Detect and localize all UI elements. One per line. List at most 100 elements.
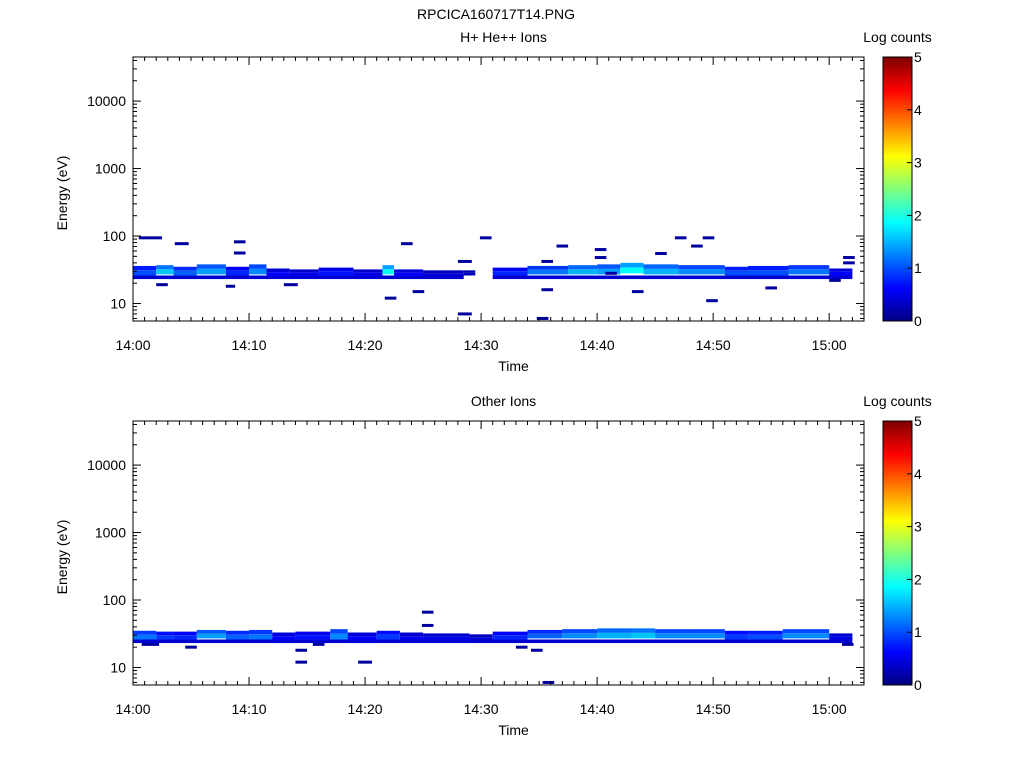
colorbar-tick-label: 3 [914,519,922,535]
colorbar: 0 1 2 3 4 5 Log counts [863,29,932,329]
heatmap-cell [655,633,690,639]
colorbar-segment [883,494,912,499]
colorbar-segment [883,265,912,269]
x-tick-label: 14:50 [696,701,731,717]
colorbar-segment [883,603,912,607]
colorbar-segment [883,523,912,528]
colorbar-segment [883,86,912,90]
heatmap-cell [266,272,290,277]
colorbar-segment [883,642,912,646]
colorbar-segment [883,270,912,274]
heatmap-cell [249,264,267,269]
heatmap-cell [382,265,395,270]
colorbar-segment [883,162,912,166]
colorbar-segment [883,107,912,111]
colorbar-segment [883,634,912,638]
heatmap-cell [412,290,425,294]
heatmap-cell [133,634,157,640]
colorbar-segment [883,291,912,296]
colorbar-segment [883,632,912,636]
colorbar-segment [883,455,912,459]
colorbar-segment [883,439,912,443]
colorbar-segment [883,249,912,253]
x-tick-label: 14:30 [464,701,499,717]
heatmap-cells [133,610,854,684]
colorbar-segment [883,481,912,485]
colorbar-segment [883,149,912,153]
colorbar-segment [883,186,912,190]
heatmap-cell [421,623,434,627]
heatmap-cell [829,271,853,276]
heatmap-cell [788,265,830,270]
colorbar-segment [883,313,912,317]
colorbar-segment [883,492,912,496]
heatmap-cell [469,637,493,641]
colorbar-segment [883,476,912,480]
heatmap-cell [133,630,157,635]
heatmap-cell [312,642,325,646]
colorbar-segment [883,138,912,142]
heatmap-cell [829,278,841,282]
heatmap-cell [568,265,598,270]
colorbar-segment [883,231,912,235]
colorbar-segment [883,624,912,628]
heatmap-band [492,275,853,280]
heatmap-cell [678,269,725,275]
heatmap-cell [562,629,598,634]
colorbar-segment [883,442,912,446]
colorbar-segment [883,223,912,227]
heatmap-cell [225,266,250,271]
colorbar-segment [883,157,912,161]
colorbar-segment [883,302,912,306]
y-tick-label: 1000 [95,525,126,541]
heatmap-cell [173,266,197,271]
heatmap-cell [330,629,348,634]
colorbar-segment [883,542,912,546]
heatmap-cell [747,270,789,276]
heatmap-cell [597,264,621,269]
colorbar-segment [883,101,912,106]
colorbar-segment [883,666,912,670]
panel-title: H+ He++ Ions [460,29,547,45]
heatmap-cell [702,236,715,240]
colorbar-segment [883,247,912,251]
colorbar-segment [883,212,912,216]
colorbar-segment [883,91,912,95]
x-tick-label: 14:20 [348,701,383,717]
heatmap-cell [318,271,354,276]
x-tick-label: 14:20 [348,337,383,353]
heatmap-band [133,275,464,280]
heatmap-cell [156,635,174,640]
heatmap-cell [706,299,718,303]
heatmap-cell [196,264,226,269]
colorbar-segment [883,436,912,440]
colorbar-segment [883,141,912,145]
y-axis-label: Energy (eV) [54,156,70,231]
heatmap-cell [249,629,273,635]
heatmap-cell [353,272,383,277]
colorbar-segment [883,505,912,509]
colorbar-segment [883,611,912,615]
colorbar-segment [883,619,912,623]
heatmap-cell [295,635,331,640]
heatmap-cell [527,269,569,275]
colorbar-segment [883,447,912,451]
colorbar-segment [883,80,912,84]
heatmap-cell [358,660,373,664]
heatmap-cell [295,648,308,652]
colorbar-frame [882,420,913,686]
y-axis: 10 100 1000 10000 [87,59,864,319]
heatmap-cell [318,267,354,272]
colorbar-segment [883,297,912,301]
x-tick-label: 14:40 [580,337,615,353]
colorbar-segment [883,637,912,641]
plot-frame [132,420,865,686]
colorbar-segment [883,154,912,158]
x-tick-label: 14:00 [115,337,150,353]
heatmap-cell [620,267,644,274]
heatmap-cell [266,268,290,273]
heatmap-cell [643,264,679,269]
colorbar-tick-label: 5 [914,49,922,65]
colorbar-segment [883,204,912,208]
